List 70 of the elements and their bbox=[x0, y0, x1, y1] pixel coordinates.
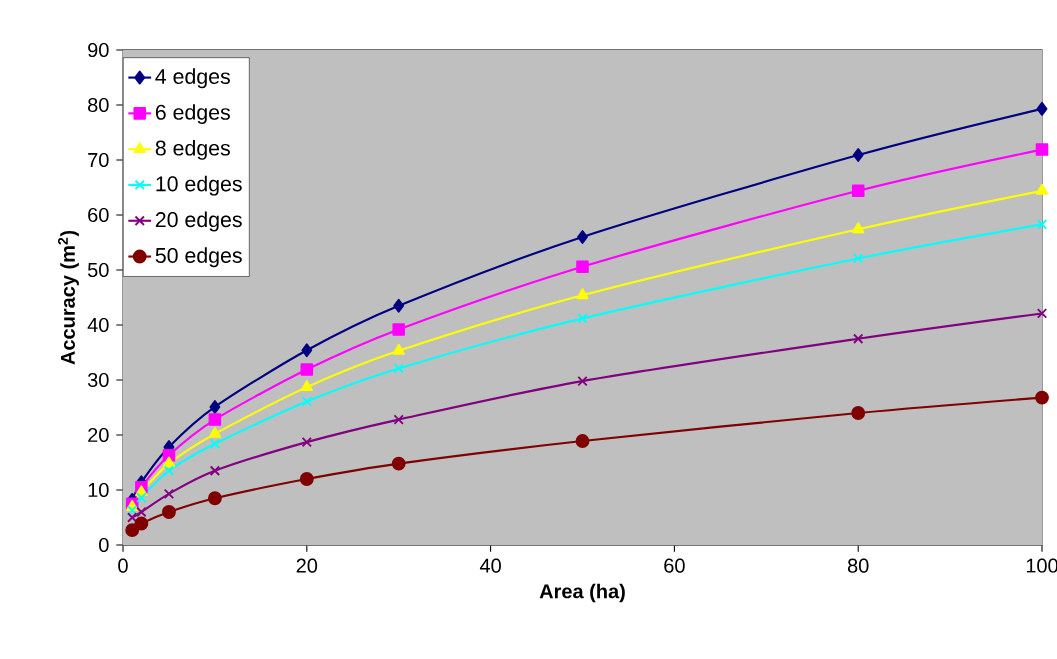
point bbox=[301, 436, 312, 448]
point bbox=[576, 260, 589, 273]
y-tick-label: 70 bbox=[88, 152, 109, 168]
y-tick-label: 50 bbox=[87, 262, 109, 278]
point bbox=[1036, 101, 1048, 116]
point bbox=[577, 313, 588, 324]
point bbox=[575, 434, 590, 448]
y-tick-label: 40 bbox=[87, 317, 109, 333]
legend-label: 8 edges bbox=[155, 139, 230, 160]
point bbox=[162, 505, 176, 519]
legend-label: 6 edges bbox=[155, 104, 230, 125]
point bbox=[209, 438, 221, 449]
point bbox=[125, 523, 140, 538]
y-axis-title: Accuracy (m$^{2}$) bbox=[58, 230, 79, 365]
y-tick-label: 90 bbox=[88, 42, 109, 58]
point bbox=[851, 184, 865, 198]
point bbox=[301, 343, 313, 358]
x-tick-label: 80 bbox=[847, 558, 869, 573]
point bbox=[1036, 219, 1048, 230]
point bbox=[300, 380, 313, 392]
point bbox=[162, 456, 176, 468]
point bbox=[853, 333, 864, 344]
point bbox=[1035, 143, 1049, 156]
point bbox=[1036, 308, 1048, 319]
x-tick-label: 60 bbox=[664, 558, 685, 573]
point bbox=[208, 426, 222, 438]
point bbox=[136, 492, 147, 503]
point bbox=[393, 414, 404, 425]
point bbox=[393, 363, 404, 374]
legend-label: 50 edges bbox=[155, 247, 242, 268]
point bbox=[127, 512, 138, 523]
point bbox=[391, 456, 406, 471]
point bbox=[209, 400, 221, 414]
legend-label: 4 edges bbox=[155, 68, 230, 89]
point bbox=[577, 375, 588, 387]
point bbox=[1035, 390, 1049, 405]
point bbox=[127, 505, 138, 516]
y-tick-label: 80 bbox=[88, 97, 109, 113]
point bbox=[852, 148, 864, 162]
point bbox=[301, 396, 312, 407]
legend-label: 10 edges bbox=[156, 175, 242, 196]
x-tick-label: 0 bbox=[118, 558, 128, 573]
x-tick-label: 20 bbox=[296, 558, 318, 573]
x-tick-label: 40 bbox=[479, 558, 501, 573]
point bbox=[852, 222, 865, 234]
point bbox=[163, 488, 175, 500]
point bbox=[299, 472, 314, 486]
x-tick-label: 100 bbox=[1026, 558, 1057, 573]
y-tick-label: 0 bbox=[99, 537, 109, 553]
point bbox=[208, 413, 222, 426]
x-axis-title: Area (ha) bbox=[539, 583, 625, 603]
point bbox=[392, 343, 405, 355]
point bbox=[300, 363, 314, 376]
point bbox=[163, 465, 175, 476]
y-tick-label: 60 bbox=[88, 207, 109, 223]
point bbox=[576, 288, 589, 300]
point bbox=[393, 298, 405, 313]
point bbox=[209, 465, 221, 476]
point bbox=[577, 230, 588, 244]
y-tick-label: 10 bbox=[88, 482, 109, 498]
y-tick-label: 20 bbox=[88, 427, 109, 443]
point bbox=[134, 516, 149, 531]
legend-label: 20 edges bbox=[155, 211, 242, 232]
point bbox=[1035, 183, 1049, 195]
point bbox=[136, 506, 147, 518]
point bbox=[392, 323, 405, 336]
point bbox=[853, 253, 864, 264]
point bbox=[851, 406, 866, 420]
point bbox=[207, 491, 222, 506]
y-tick-label: 30 bbox=[87, 372, 109, 388]
